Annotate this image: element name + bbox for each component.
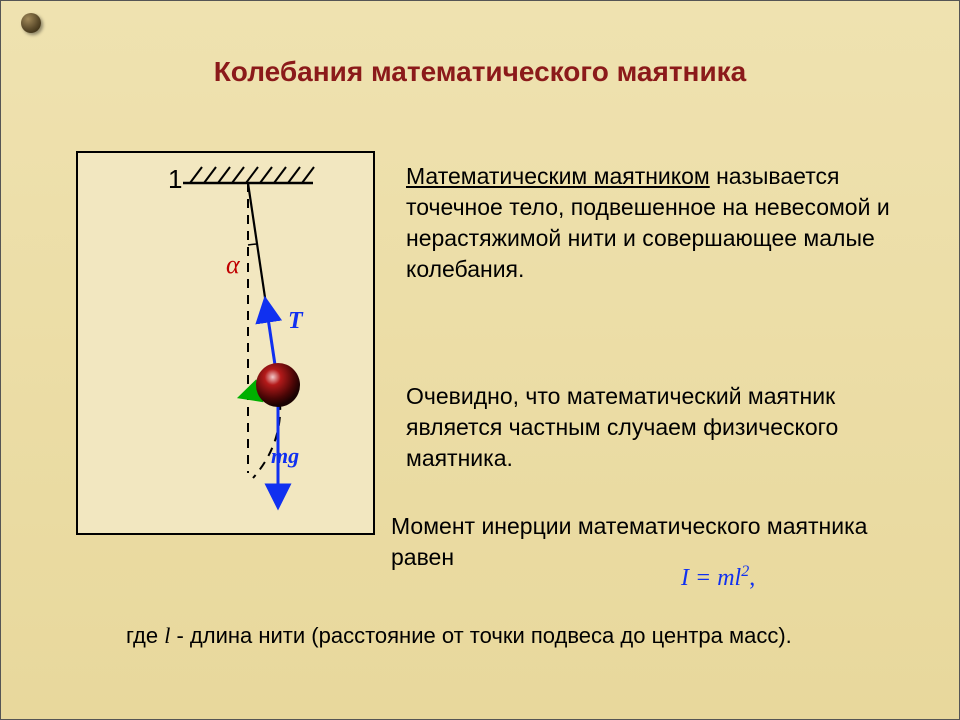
diagram-index: 1	[168, 164, 182, 194]
page-title: Колебания математического маятника	[1, 56, 959, 88]
formula-sup: 2	[741, 563, 749, 580]
alpha-label: α	[226, 250, 241, 279]
formula: I = ml2,	[681, 561, 755, 594]
footnote-rest: - длина нити (расстояние от точки подвес…	[170, 623, 791, 648]
definition-text: Математическим маятником называется точе…	[406, 161, 916, 285]
footnote-prefix: где	[126, 623, 164, 648]
pendulum-diagram: 1 α T mg	[76, 151, 375, 535]
footnote: где l - длина нити (расстояние от точки …	[126, 621, 926, 651]
pendulum-svg: 1 α T mg	[78, 153, 373, 533]
formula-ml: ml	[717, 565, 741, 591]
formula-comma: ,	[749, 565, 755, 591]
moment-text: Момент инерции математического маятника …	[391, 511, 921, 573]
formula-I: I	[681, 565, 689, 591]
remark-text: Очевидно, что математический маятник явл…	[406, 381, 916, 474]
term: Математическим маятником	[406, 163, 710, 189]
formula-eq: =	[689, 565, 717, 591]
tension-label: T	[288, 308, 304, 334]
mg-label: mg	[271, 443, 299, 468]
bullet-icon	[21, 13, 41, 33]
